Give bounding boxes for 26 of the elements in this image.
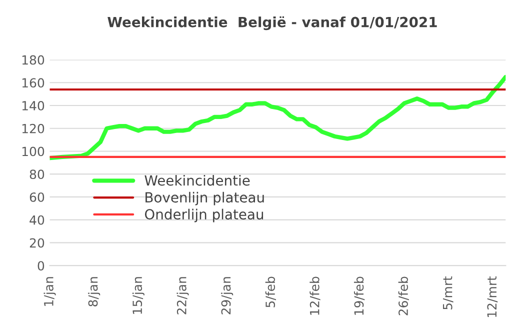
x-tick-label: 8/jan [88,277,100,306]
y-tick-label: 20 [30,238,44,248]
y-tick-label: 140 [22,100,44,110]
x-tick-label: 15/jan [132,277,144,314]
legend-label: Bovenlijn plateau [146,192,264,206]
y-tick-label: 0 [38,261,44,271]
y-tick-label: 60 [30,192,44,202]
legend-label: Onderlijn plateau [144,208,264,222]
x-tick-label: 19/feb [354,276,365,315]
chart-title: Weekincidentie België - vanaf 01/01/2021 [108,16,437,30]
y-tick-label: 160 [22,78,44,88]
y-tick-label: 120 [22,124,44,134]
x-tick-label: 1/jan [44,277,56,306]
x-tick-label: 29/jan [221,277,234,314]
y-tick-label: 40 [30,215,44,225]
x-tick-label: 5/feb [265,276,276,308]
x-tick-label: 5/mrt [443,276,454,310]
x-tick-label: 22/jan [176,277,189,314]
x-tick-label: 26/feb [398,276,409,316]
y-tick-label: 180 [22,55,44,65]
legend-label: Weekincidentie [144,174,250,186]
y-tick-label: 80 [30,170,44,180]
x-tick-label: 12/feb [310,276,320,315]
line-series [50,74,506,160]
y-tick-label: 100 [22,146,44,156]
x-tick-label: 12/mrt [487,276,498,317]
